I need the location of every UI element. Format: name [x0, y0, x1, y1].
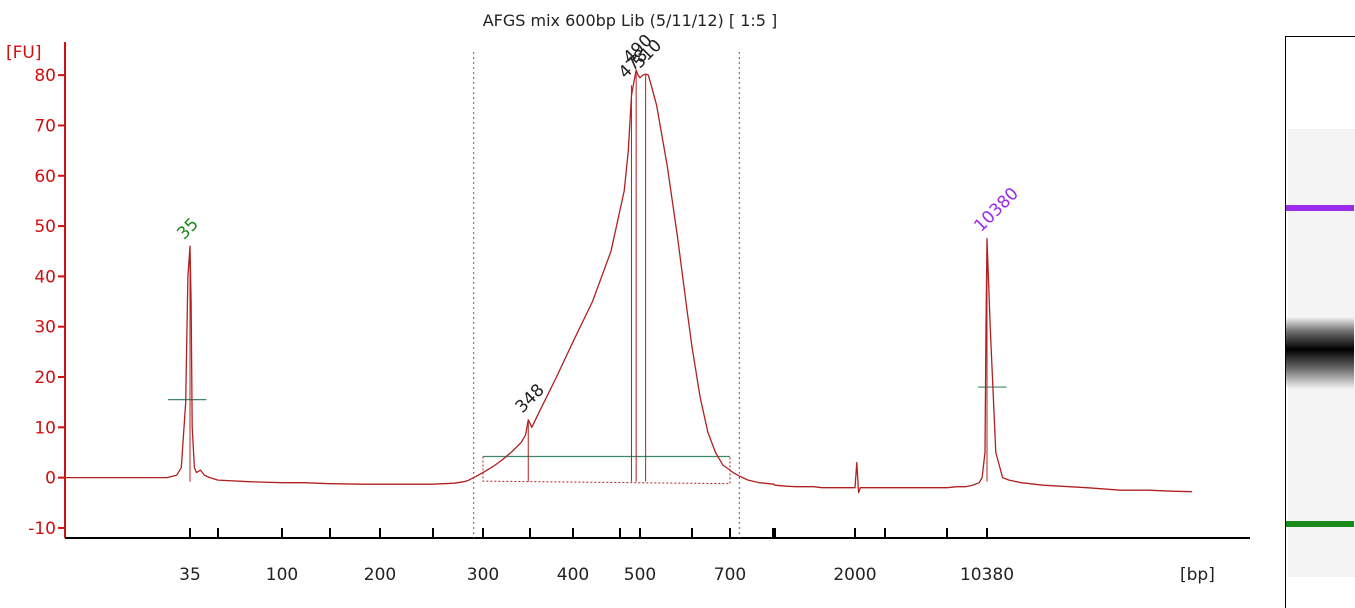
- series-trace-line: [65, 69, 1193, 494]
- peak-label: 10380: [970, 184, 1022, 236]
- y-axis-label: [FU]: [6, 43, 42, 63]
- y-tick-label: 50: [34, 217, 56, 237]
- x-tick-label: 100: [266, 565, 298, 585]
- region-integration-outline: [482, 456, 731, 485]
- y-tick-label: 20: [34, 368, 56, 388]
- gel-band-lower-marker: [1286, 521, 1354, 527]
- x-tick-label: 10380: [960, 565, 1014, 585]
- y-tick-label: 60: [34, 167, 56, 187]
- gel-band-library-smear: [1286, 317, 1354, 389]
- x-axis-ticks: 35 100 200 300 400 500 700 2000 10380: [179, 528, 1014, 585]
- x-tick-label: 700: [714, 565, 746, 585]
- x-tick-label: 400: [557, 565, 589, 585]
- trace-layer: [65, 69, 1193, 494]
- x-axis-label: [bp]: [1180, 565, 1215, 585]
- y-axis-ticks: -10 0 10 20 30 40 50 60 70 80: [28, 66, 65, 539]
- chart-title: AFGS mix 600bp Lib (5/11/12) [ 1:5 ]: [483, 11, 778, 30]
- y-tick-label: -10: [28, 519, 56, 539]
- y-tick-label: 10: [34, 418, 56, 438]
- x-tick-label: 200: [364, 565, 396, 585]
- x-tick-label: 500: [624, 565, 656, 585]
- peak-label: 35: [173, 214, 202, 243]
- x-tick-label: 300: [467, 565, 499, 585]
- virtual-gel-lane: [1285, 36, 1355, 608]
- y-tick-label: 0: [45, 469, 56, 489]
- x-tick-label: 2000: [833, 565, 876, 585]
- gel-band-upper-marker: [1286, 205, 1354, 211]
- y-tick-label: 80: [34, 66, 56, 86]
- x-tick-label: 35: [179, 565, 201, 585]
- electropherogram-plot: AFGS mix 600bp Lib (5/11/12) [ 1:5 ] [FU…: [6, 11, 1250, 585]
- y-tick-label: 30: [34, 318, 56, 338]
- y-tick-label: 40: [34, 267, 56, 287]
- peak-label: 348: [512, 380, 549, 417]
- region-markers: [168, 52, 1007, 538]
- axes: [64, 42, 1250, 539]
- y-tick-label: 70: [34, 116, 56, 136]
